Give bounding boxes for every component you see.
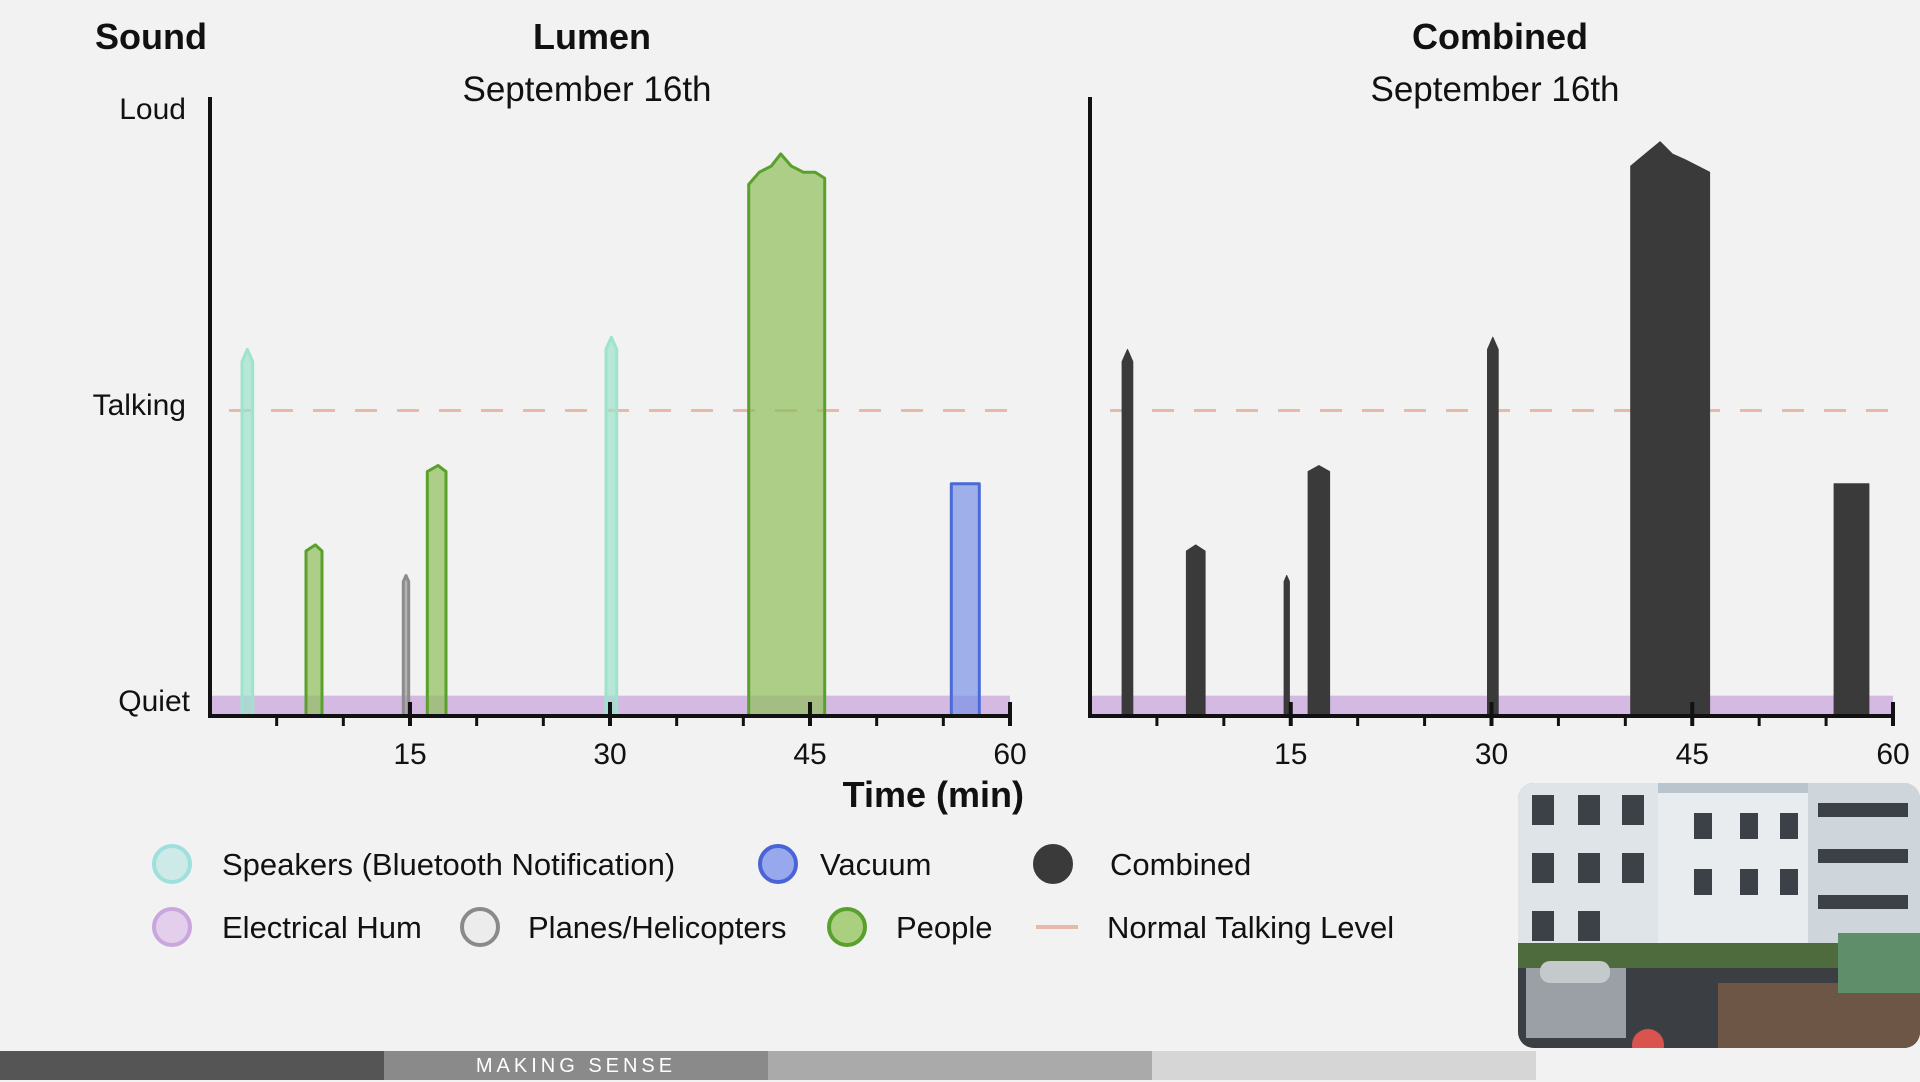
legend-item-combined: Combined [1033, 844, 1251, 884]
people-area [304, 543, 324, 718]
x-tick-label: 45 [1676, 738, 1709, 771]
speakers-bluetooth-notification-area [240, 347, 255, 718]
combined-area [1185, 544, 1206, 717]
combined-chart: Combined September 16th 15 30 45 60 [1088, 16, 1910, 771]
combined-area [1630, 141, 1711, 717]
legend-label: Normal Talking Level [1107, 910, 1394, 945]
x-tick-label: 30 [593, 738, 626, 771]
x-tick-label: 60 [993, 738, 1026, 771]
footer-bar: MAKING SENSE [0, 1051, 1920, 1080]
x-tick-label: 15 [1274, 738, 1307, 771]
legend-label: Planes/Helicopters [528, 910, 786, 945]
combined-chart-title: Combined [1412, 16, 1588, 57]
lumen-chart-title: Lumen [533, 16, 651, 57]
x-tick-label: 45 [793, 738, 826, 771]
legend-item-normal-talking-level: Normal Talking Level [1036, 910, 1394, 945]
combined-chart-subtitle: September 16th [1370, 70, 1619, 109]
people-area [747, 152, 827, 718]
combined-area [1283, 575, 1290, 717]
speakers-bluetooth-notification-area [604, 335, 619, 718]
legend-swatch [1033, 844, 1073, 884]
legend-label: Combined [1110, 847, 1251, 882]
sound-axis-title: Sound [95, 16, 207, 57]
legend-item-electrical-hum: Electrical Hum [152, 907, 422, 947]
legend-item-vacuum: Vacuum [758, 844, 931, 884]
legend-label: Electrical Hum [222, 910, 422, 945]
footer-segment [0, 1051, 384, 1080]
legend-swatch [758, 844, 798, 884]
combined-area [1833, 483, 1870, 717]
legend-label: Speakers (Bluetooth Notification) [222, 847, 675, 882]
y-label-talking: Talking [93, 389, 186, 422]
legend-item-speakers-bluetooth-notification: Speakers (Bluetooth Notification) [152, 844, 675, 884]
legend-swatch [152, 907, 192, 947]
lumen-chart-subtitle: September 16th [462, 70, 711, 109]
legend-item-people: People [827, 907, 993, 947]
combined-area [1307, 465, 1331, 717]
legend-swatch [827, 907, 867, 947]
legend: Speakers (Bluetooth Notification) Vacuum C… [152, 844, 1394, 947]
y-label-loud: Loud [119, 93, 186, 126]
legend-label: People [896, 910, 993, 945]
lumen-chart: Lumen September 16th Loud Talking Quiet … [93, 16, 1027, 771]
vacuum-area [949, 482, 981, 718]
combined-area [1487, 336, 1499, 717]
rooftop-patio-photo [1518, 783, 1920, 1048]
lumen-axes: 15 30 45 60 [208, 97, 1027, 771]
footer-brand: MAKING SENSE [384, 1051, 768, 1080]
combined-area [1121, 348, 1134, 717]
footer-segment [1152, 1051, 1536, 1080]
legend-swatch [152, 844, 192, 884]
legend-swatch [460, 907, 500, 947]
combined-axes: 15 30 45 60 [1088, 97, 1910, 771]
y-label-quiet: Quiet [118, 685, 190, 718]
legend-label: Vacuum [820, 847, 931, 882]
footer-segment [768, 1051, 1152, 1080]
planes-helicopters-area [401, 574, 411, 718]
x-tick-label: 15 [393, 738, 426, 771]
lumen-marks [210, 152, 1022, 718]
combined-marks [1090, 141, 1905, 717]
x-tick-label: 30 [1475, 738, 1508, 771]
x-tick-label: 60 [1876, 738, 1909, 771]
people-area [425, 464, 448, 718]
legend-item-planes-helicopters: Planes/Helicopters [460, 907, 786, 947]
x-axis-title: Time (min) [843, 774, 1024, 815]
